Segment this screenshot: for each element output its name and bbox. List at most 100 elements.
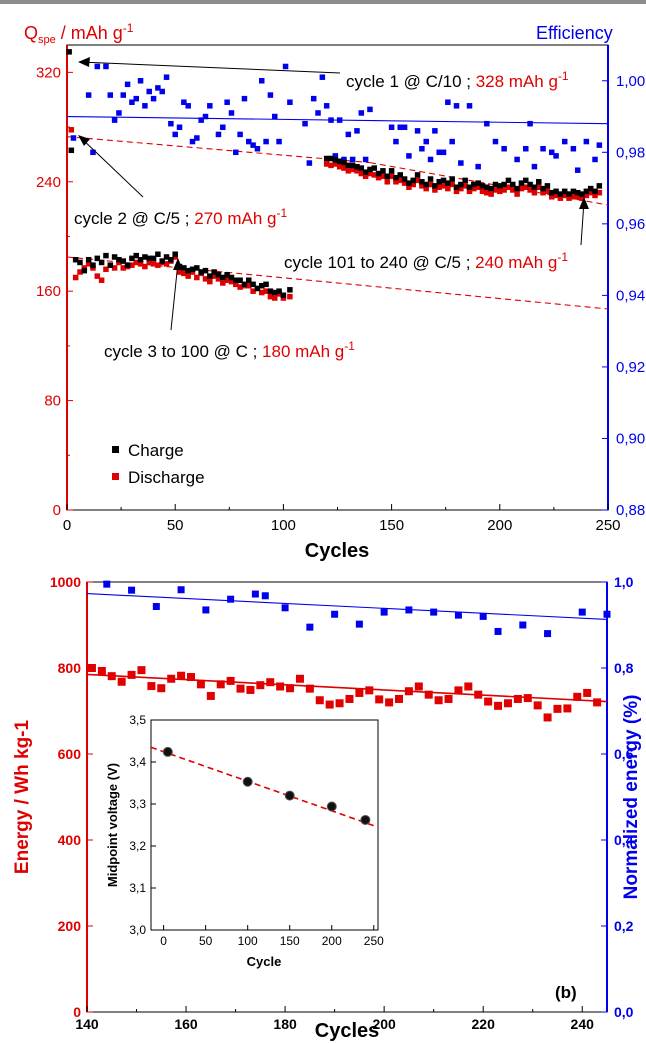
efficiency-point — [207, 103, 213, 109]
discharge-point — [233, 281, 239, 288]
energy-point — [286, 684, 295, 693]
efficiency-point — [362, 156, 369, 163]
charge-point — [536, 179, 542, 185]
charge-point — [85, 256, 92, 263]
discharge-point — [228, 278, 235, 285]
panel-a-left-ticks: 0 80 160 240 320 — [36, 64, 73, 519]
inset-voltage-point — [242, 776, 253, 787]
discharge-point — [367, 170, 373, 177]
charge-point — [181, 265, 187, 271]
energy-point — [593, 698, 602, 707]
charge-point — [215, 272, 222, 278]
charge-point — [254, 285, 261, 292]
panel-a-left-tick-label: 240 — [36, 174, 61, 191]
charge-point — [146, 255, 152, 262]
energy-point — [335, 699, 344, 708]
normalized-energy-point — [519, 621, 527, 629]
discharge-point — [492, 187, 499, 193]
discharge-point — [587, 189, 594, 196]
panel-a-x-tick-label: 150 — [379, 517, 404, 534]
panel-b-right-tick-label: 0,2 — [614, 918, 634, 934]
charge-point — [414, 172, 421, 178]
efficiency-point — [282, 63, 289, 70]
legend-discharge-label: Discharge — [128, 468, 205, 487]
efficiency-point — [233, 149, 239, 156]
panel-a-right-axis-label: Efficiency — [536, 23, 613, 43]
energy-point — [325, 700, 334, 709]
charge-point — [168, 256, 174, 263]
efficiency-point — [458, 160, 464, 166]
efficiency-point — [323, 103, 330, 109]
energy-point — [137, 666, 146, 675]
charge-point — [116, 256, 122, 263]
efficiency-point — [287, 99, 293, 105]
inset-x-tick-label: 100 — [238, 934, 258, 948]
charge-point — [341, 159, 347, 166]
energy-point — [484, 697, 493, 706]
charge-point — [263, 281, 269, 288]
charge-point — [328, 155, 334, 162]
energy-point — [157, 684, 166, 693]
discharge-point — [561, 192, 568, 199]
efficiency-point — [194, 135, 200, 141]
discharge-point — [94, 273, 101, 279]
charge-point — [246, 277, 252, 283]
discharge-point — [592, 192, 598, 199]
charge-point — [332, 157, 339, 163]
discharge-point — [497, 188, 503, 195]
charge-point — [492, 181, 499, 188]
charge-point — [393, 174, 399, 181]
inset-x-tick-label: 0 — [160, 934, 167, 948]
panel-b-left-tick-label: 800 — [58, 660, 82, 676]
discharge-point — [458, 185, 464, 192]
efficiency-point — [85, 92, 92, 98]
discharge-point — [410, 181, 416, 188]
panel-a-right-tick-label: 0,90 — [616, 430, 645, 447]
discharge-point — [185, 273, 191, 279]
efficiency-point — [548, 149, 555, 156]
discharge-point — [98, 277, 105, 283]
charge-point — [574, 189, 581, 196]
energy-point — [216, 680, 225, 689]
inset-points — [162, 746, 371, 825]
efficiency-point — [133, 95, 139, 102]
discharge-point — [414, 177, 421, 184]
discharge-point — [523, 184, 529, 190]
annotation-cycle-1: cycle 1 @ C/10 ; 328 mAh g-1 — [78, 57, 569, 91]
panel-b-right-tick-label: 0,6 — [614, 746, 634, 762]
charge-point — [544, 183, 551, 189]
discharge-point — [527, 187, 533, 193]
panel-a-x-tick-label: 200 — [487, 517, 512, 534]
energy-point — [503, 699, 512, 708]
efficiency-point — [181, 99, 187, 105]
inset-voltage-point — [162, 746, 173, 757]
panel-a-left-axis-label: Qspe / mAh g-1 — [24, 21, 134, 46]
charge-point — [518, 180, 525, 186]
charge-point — [384, 173, 391, 180]
discharge-point — [263, 288, 269, 294]
charge-point — [367, 166, 373, 173]
efficiency-point — [397, 124, 404, 131]
panel-a-x-tick-label: 0 — [63, 517, 71, 534]
efficiency-point — [531, 163, 538, 170]
discharge-point — [137, 261, 144, 267]
efficiency-point — [345, 131, 352, 138]
discharge-point — [484, 189, 490, 196]
efficiency-point — [484, 120, 490, 127]
panel-b-x-tick-label: 240 — [571, 1016, 595, 1032]
discharge-point — [514, 191, 520, 197]
discharge-point — [211, 273, 217, 279]
energy-point — [523, 694, 532, 703]
discharge-point — [341, 165, 347, 171]
top-border — [0, 0, 646, 4]
charge-point — [280, 292, 287, 299]
energy-point — [414, 682, 423, 691]
panel-a-right-tick-label: 0,98 — [616, 144, 645, 161]
inset-voltage-point — [326, 801, 337, 812]
efficiency-point — [259, 78, 265, 84]
charge-point — [587, 185, 594, 192]
discharge-point — [246, 282, 252, 289]
panel-a-trendline-1 — [66, 136, 371, 164]
charge-point — [150, 255, 157, 262]
inset-plot-frame — [150, 719, 379, 931]
